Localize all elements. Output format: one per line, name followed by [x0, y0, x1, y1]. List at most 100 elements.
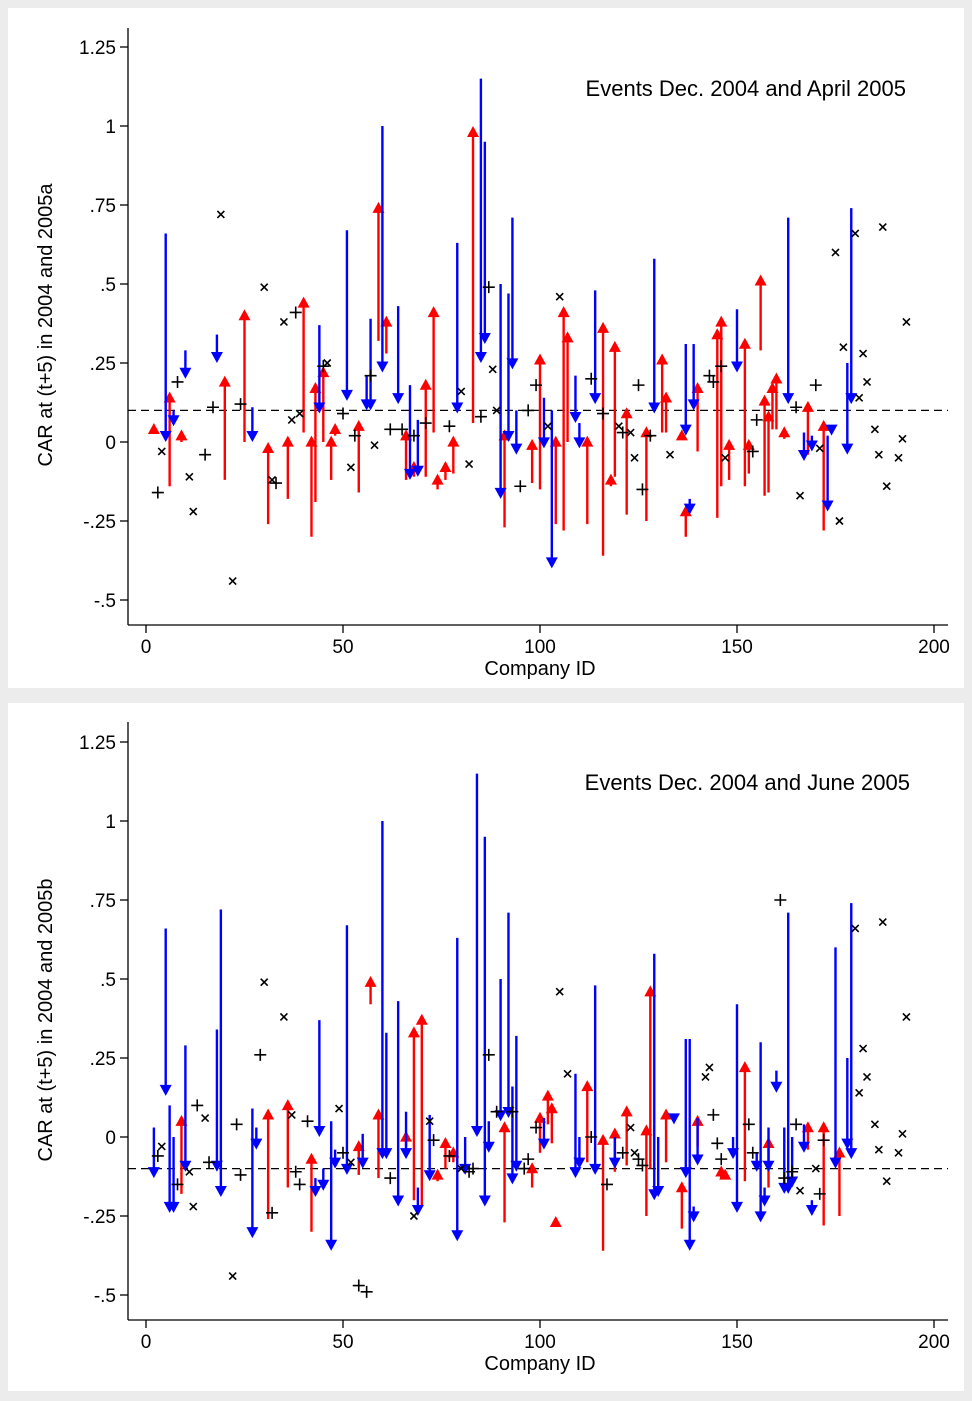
cross-marker: [878, 223, 887, 232]
arrow-head: [561, 331, 574, 343]
arrow-head: [782, 393, 795, 405]
down-arrow: [340, 925, 353, 1175]
down-arrow: [482, 1121, 495, 1153]
x-axis-label-top: Company ID: [484, 658, 595, 680]
cross-marker: [216, 210, 225, 219]
arrow-head: [597, 1133, 610, 1145]
plus-marker: [482, 281, 495, 294]
arrow-head: [687, 1211, 700, 1223]
down-arrow: [687, 344, 700, 411]
arrow-head: [683, 503, 696, 515]
cross-marker: [614, 422, 623, 431]
up-arrow: [498, 1121, 511, 1223]
down-arrow: [805, 435, 818, 452]
up-arrow: [218, 375, 231, 480]
cross-marker: [189, 507, 198, 516]
plus-marker: [482, 1048, 495, 1061]
cross-marker: [185, 1167, 194, 1176]
plus-marker: [746, 1146, 759, 1159]
chart-title-top: Events Dec. 2004 and April 2005: [586, 76, 906, 101]
down-arrow: [762, 1127, 775, 1172]
arrow-head: [667, 1113, 680, 1125]
arrow-head: [392, 393, 405, 405]
plus-marker: [443, 420, 456, 433]
plus-marker: [301, 1115, 314, 1128]
down-arrow: [325, 1121, 338, 1251]
up-arrow: [534, 353, 546, 490]
plus-marker: [171, 375, 184, 388]
plus-marker: [636, 483, 649, 496]
cross-marker: [323, 358, 332, 368]
cross-marker: [279, 1012, 288, 1021]
down-arrow: [731, 309, 743, 373]
x-ticks-bottom: 0 50 100 150 200: [141, 1320, 950, 1353]
cross-marker: [851, 229, 860, 238]
cross-marker: [626, 1123, 635, 1132]
cross-marker: [457, 1164, 466, 1173]
down-arrow: [147, 1127, 160, 1179]
arrow-head: [573, 1157, 586, 1169]
y-tick-label: .75: [90, 891, 116, 912]
arrow-head: [845, 1148, 858, 1160]
arrow-head: [797, 1141, 810, 1153]
arrow-head: [758, 394, 771, 406]
y-axis-label-top: CAR at (t+5) in 2004 and 2005a: [35, 183, 57, 467]
plus-marker: [530, 379, 543, 392]
down-arrow: [210, 334, 223, 363]
down-arrow: [494, 284, 507, 499]
arrow-head: [541, 1089, 554, 1101]
arrow-head: [754, 274, 767, 286]
up-arrow: [620, 1105, 633, 1166]
arrow-head: [604, 473, 617, 485]
plus-marker: [809, 379, 822, 392]
cross-marker: [626, 428, 635, 437]
down-arrow: [159, 233, 172, 442]
arrow-head: [758, 1195, 771, 1207]
up-arrow: [325, 435, 338, 480]
plus-marker: [348, 429, 361, 442]
cross-marker: [665, 450, 675, 459]
arrow-head: [581, 1080, 594, 1092]
arrow-head: [451, 1230, 464, 1242]
up-arrow: [608, 340, 621, 477]
arrow-head: [660, 1108, 673, 1120]
arrow-head: [246, 1227, 259, 1239]
plus-marker: [384, 1172, 397, 1185]
y-axis-label-bottom: CAR at (t+5) in 2004 and 2005b: [35, 879, 57, 1162]
arrow-head: [805, 1205, 818, 1216]
plus-marker: [352, 1279, 365, 1292]
arrow-head: [262, 1108, 275, 1120]
arrow-head: [147, 423, 160, 435]
arrow-head: [797, 449, 810, 461]
y-tick-label: -.25: [83, 512, 116, 533]
cross-marker: [878, 918, 887, 927]
cross-marker: [795, 1186, 805, 1195]
arrow-head: [411, 465, 424, 477]
arrow-head: [467, 126, 480, 137]
down-arrow: [167, 1137, 180, 1213]
arrow-head: [218, 375, 231, 387]
down-arrow: [329, 1149, 342, 1169]
cross-marker: [268, 475, 277, 484]
cross-marker: [370, 441, 379, 450]
down-arrow: [825, 424, 838, 436]
up-arrow: [545, 1102, 558, 1144]
cross-marker: [425, 1117, 434, 1126]
arrow-head: [691, 1154, 704, 1166]
arrow-head: [147, 1167, 160, 1179]
down-arrow: [313, 1020, 326, 1137]
plus-marker: [199, 448, 212, 461]
arrow-head: [478, 333, 491, 345]
arrow-head: [608, 1127, 621, 1139]
y-tick-label: 0: [105, 1128, 116, 1149]
up-arrow: [597, 321, 610, 556]
arrow-head: [597, 321, 610, 333]
arrow-head: [376, 361, 389, 373]
cross-marker: [705, 1063, 714, 1072]
chart-panel-top: -.5 -.25 0 .25 .5 .75 1 1.25 0 50 100 150 200 Event…: [8, 8, 964, 688]
plus-marker: [817, 1134, 830, 1147]
plus-marker: [360, 1285, 373, 1298]
up-arrow: [723, 438, 736, 480]
down-arrow: [589, 985, 602, 1175]
